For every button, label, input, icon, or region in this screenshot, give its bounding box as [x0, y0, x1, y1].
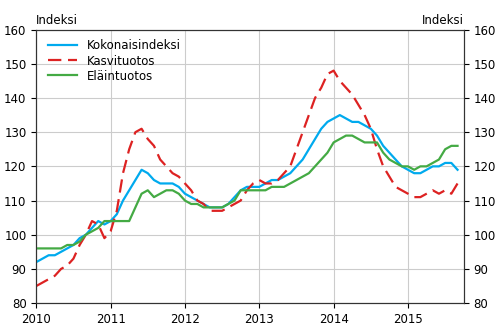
Text: Indeksi: Indeksi: [36, 14, 78, 27]
Legend: Kokonaisindeksi, Kasvituotos, Eläintuotos: Kokonaisindeksi, Kasvituotos, Eläintuoto…: [43, 35, 186, 88]
Line: Kokonaisindeksi: Kokonaisindeksi: [36, 115, 458, 262]
Kasvituotos: [454, 182, 460, 185]
Kasvituotos: [170, 171, 175, 175]
Kokonaisindeksi: [170, 182, 175, 185]
Eläintuotos: [170, 188, 175, 192]
Kokonaisindeksi: [448, 161, 454, 165]
Kasvituotos: [64, 264, 70, 268]
Kokonaisindeksi: [337, 113, 343, 117]
Kokonaisindeksi: [176, 185, 182, 189]
Kasvituotos: [330, 69, 336, 73]
Kokonaisindeksi: [64, 247, 70, 250]
Eläintuotos: [454, 144, 460, 148]
Kokonaisindeksi: [34, 260, 40, 264]
Eläintuotos: [34, 247, 40, 250]
Eläintuotos: [176, 192, 182, 196]
Text: Indeksi: Indeksi: [422, 14, 464, 27]
Kokonaisindeksi: [114, 212, 120, 216]
Kasvituotos: [275, 178, 281, 182]
Eläintuotos: [114, 219, 120, 223]
Kasvituotos: [176, 175, 182, 179]
Line: Kasvituotos: Kasvituotos: [36, 71, 458, 286]
Kasvituotos: [114, 209, 120, 213]
Eläintuotos: [343, 134, 349, 138]
Eläintuotos: [448, 144, 454, 148]
Line: Eläintuotos: Eläintuotos: [36, 136, 458, 248]
Eläintuotos: [275, 185, 281, 189]
Kasvituotos: [448, 192, 454, 196]
Kokonaisindeksi: [275, 178, 281, 182]
Kokonaisindeksi: [454, 168, 460, 172]
Eläintuotos: [64, 243, 70, 247]
Kasvituotos: [34, 284, 40, 288]
